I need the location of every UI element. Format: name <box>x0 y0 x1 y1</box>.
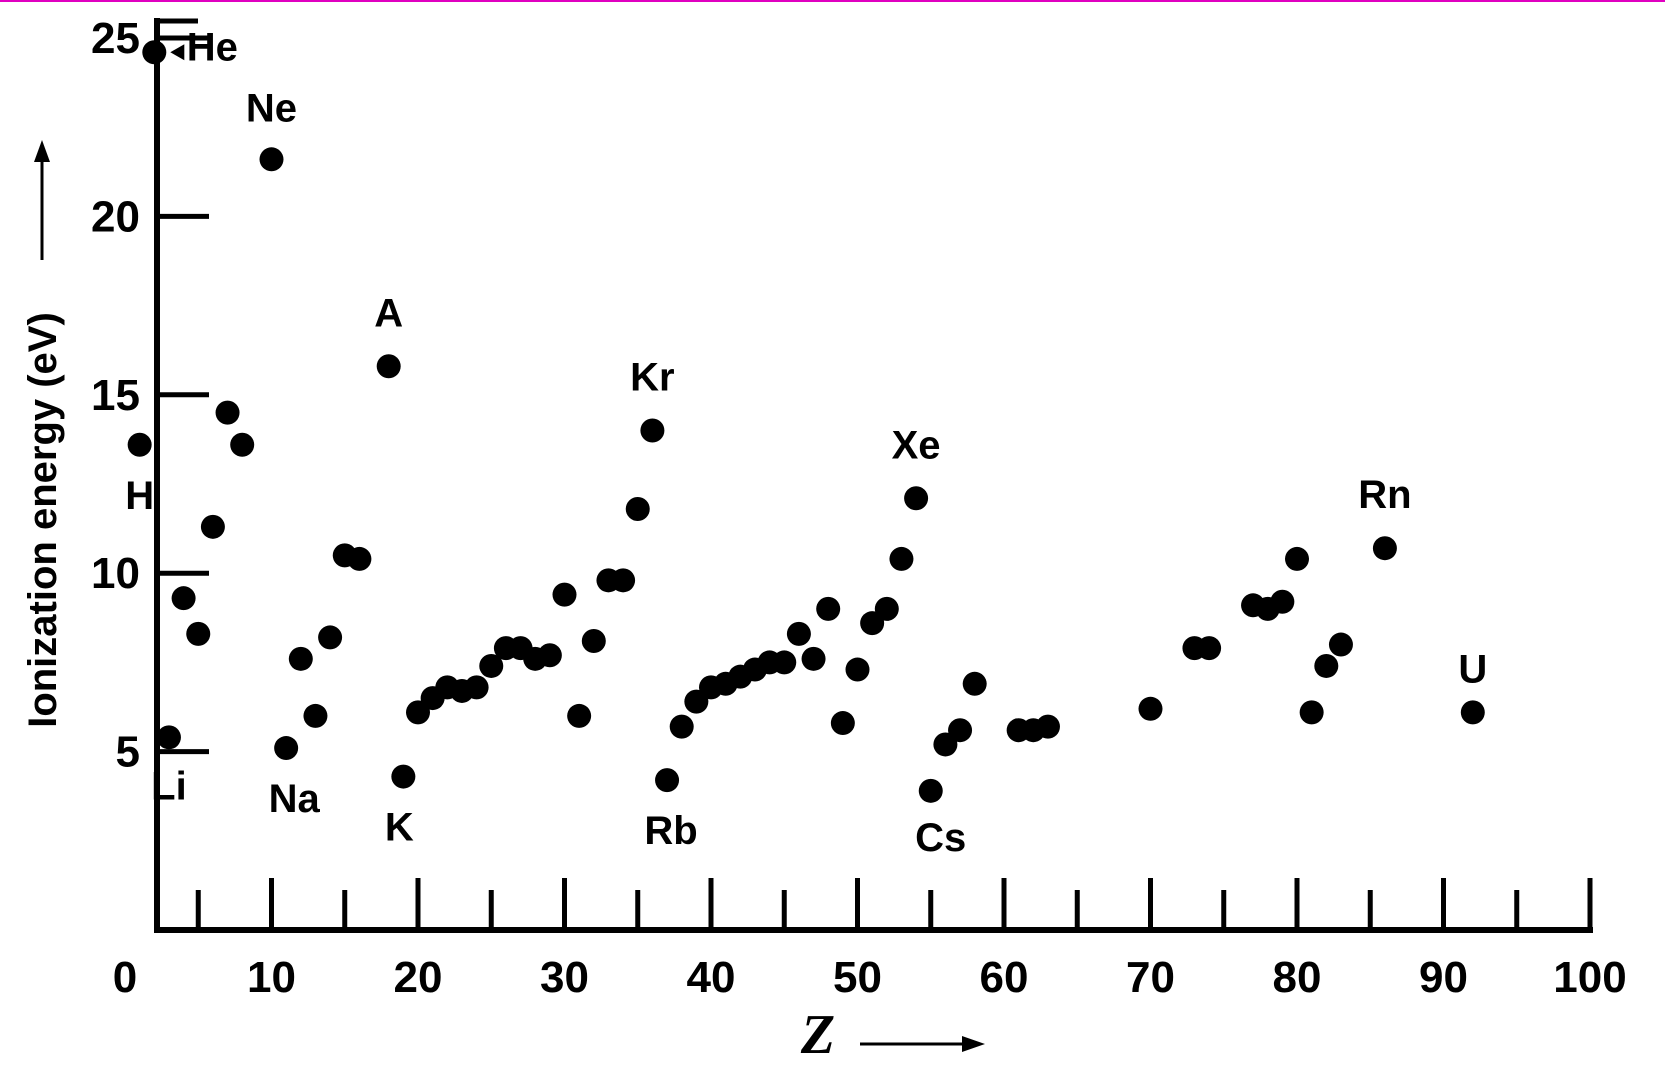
y-axis-label: Ionization energy (eV) <box>21 312 65 728</box>
axes <box>154 18 1593 933</box>
x-axis-arrowhead <box>962 1036 985 1052</box>
x-tick-label-20: 20 <box>394 953 443 1002</box>
data-point-z18 <box>376 354 401 379</box>
data-point-z79 <box>1270 589 1295 614</box>
data-point-z38 <box>669 714 694 739</box>
data-point-z58 <box>962 671 987 696</box>
data-point-z86 <box>1372 536 1397 561</box>
top-border <box>0 0 1665 2</box>
element-label-rn: Rn <box>1358 473 1411 517</box>
y-axis-arrowhead <box>34 140 50 162</box>
data-point-z83 <box>1328 632 1353 657</box>
element-label-cs: Cs <box>915 816 966 860</box>
data-point-z31 <box>567 703 592 728</box>
x-tick-label-50: 50 <box>833 953 882 1002</box>
data-point-z5 <box>186 621 211 646</box>
x-tick-label-80: 80 <box>1273 953 1322 1002</box>
data-point-z74 <box>1197 636 1222 661</box>
y-axis-title: Ionization energy (eV) <box>21 140 65 728</box>
element-label-rb: Rb <box>644 809 697 853</box>
element-label-k: K <box>385 806 414 850</box>
data-point-z49 <box>830 711 855 736</box>
x-tick-label-60: 60 <box>980 953 1029 1002</box>
data-point-z55 <box>918 778 943 803</box>
x-tick-label-100: 100 <box>1553 953 1626 1002</box>
x-tick-label-10: 10 <box>247 953 296 1002</box>
data-point-z1 <box>127 432 152 457</box>
x-tick-label-30: 30 <box>540 953 589 1002</box>
x-tick-label-90: 90 <box>1419 953 1468 1002</box>
x-tick-label-0: 0 <box>113 953 137 1002</box>
data-point-z8 <box>230 432 255 457</box>
x-tick-label-40: 40 <box>687 953 736 1002</box>
data-point-z36 <box>640 418 665 443</box>
data-point-z34 <box>611 568 636 593</box>
y-tick-label-5: 5 <box>116 728 140 777</box>
data-point-z32 <box>581 628 606 653</box>
data-point-z45 <box>772 650 797 675</box>
element-label-a: A <box>374 291 403 335</box>
data-point-z37 <box>655 768 680 793</box>
data-point-z48 <box>816 596 841 621</box>
data-point-z46 <box>786 621 811 646</box>
tick-labels: 0 10 20 30 40 50 60 70 80 90 100 5 10 15 20 25 <box>91 14 1627 1002</box>
data-point-z80 <box>1285 546 1309 571</box>
data-point-z54 <box>904 486 929 511</box>
element-label-ne: Ne <box>246 86 297 130</box>
element-label-na: Na <box>269 777 321 821</box>
data-point-z30 <box>552 582 577 607</box>
data-point-z50 <box>845 657 870 682</box>
data-point-z81 <box>1299 700 1324 725</box>
element-label-li: Li <box>151 764 187 808</box>
element-label-he: He <box>187 25 238 69</box>
x-tick-label-70: 70 <box>1126 953 1175 1002</box>
he-label-pointer-icon <box>170 44 185 61</box>
data-point-z13 <box>303 703 328 728</box>
data-point-z24 <box>464 675 489 700</box>
data-point-z29 <box>537 643 562 668</box>
y-tick-label-25: 25 <box>91 14 140 63</box>
axis-ticks <box>157 35 1593 930</box>
data-point-z47 <box>801 646 826 671</box>
data-point-z11 <box>274 736 299 761</box>
data-point-z12 <box>288 646 313 671</box>
data-point-z2 <box>142 40 167 65</box>
data-point-z4 <box>171 586 196 611</box>
y-tick-label-10: 10 <box>91 549 140 598</box>
data-point-z35 <box>625 496 650 521</box>
axis-labels: Ionization energy (eV) Z <box>21 140 985 1066</box>
data-point-z63 <box>1035 714 1060 739</box>
element-label-h: H <box>125 474 154 518</box>
data-point-z10 <box>259 147 284 172</box>
data-point-z53 <box>889 546 914 571</box>
data-point-z14 <box>318 625 343 650</box>
data-point-z3 <box>156 725 181 750</box>
data-point-z7 <box>215 400 240 425</box>
y-tick-label-20: 20 <box>91 192 140 241</box>
data-point-z19 <box>391 764 416 789</box>
data-point-z57 <box>948 718 973 743</box>
data-point-z92 <box>1460 700 1485 725</box>
element-label-xe: Xe <box>892 423 941 467</box>
element-label-u: U <box>1458 647 1487 691</box>
data-point-z52 <box>874 596 899 621</box>
data-point-z70 <box>1138 696 1163 721</box>
x-axis-label: Z <box>800 1004 835 1066</box>
data-point-z82 <box>1314 653 1339 678</box>
data-point-z25 <box>479 653 504 678</box>
data-points <box>127 40 1485 803</box>
data-point-z6 <box>200 514 225 539</box>
x-axis-title: Z <box>800 1004 985 1066</box>
element-label-kr: Kr <box>630 355 674 399</box>
data-point-z16 <box>347 546 372 571</box>
y-tick-label-15: 15 <box>91 371 140 420</box>
